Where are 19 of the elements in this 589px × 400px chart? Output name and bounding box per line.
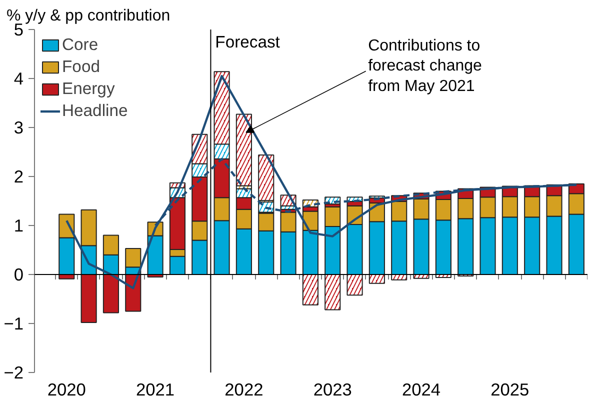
x-tick-label: 2023 — [313, 380, 352, 400]
legend-label: Core — [62, 35, 98, 55]
legend-label: Headline — [62, 101, 128, 121]
y-tick-label: 0 — [14, 264, 24, 284]
y-tick-label: −1 — [4, 314, 24, 334]
y-tick-label: −2 — [4, 362, 24, 382]
y-tick-label: 3 — [14, 118, 24, 138]
x-tick-label: 2025 — [490, 380, 530, 400]
x-tick-label: 2024 — [402, 380, 441, 400]
annotation: Contributions to forecast change from May 2021 — [368, 37, 482, 96]
y-tick-label: 1 — [14, 216, 24, 236]
y-tick-label: 2 — [14, 166, 24, 186]
legend-label: Food — [62, 57, 100, 77]
annotation: Forecast — [215, 32, 280, 52]
x-tick-label: 2022 — [224, 380, 264, 400]
y-tick-label: 4 — [14, 68, 24, 88]
legend-label: Energy — [62, 79, 115, 99]
x-tick-label: 2021 — [136, 380, 175, 400]
x-tick-label: 2020 — [47, 380, 86, 400]
